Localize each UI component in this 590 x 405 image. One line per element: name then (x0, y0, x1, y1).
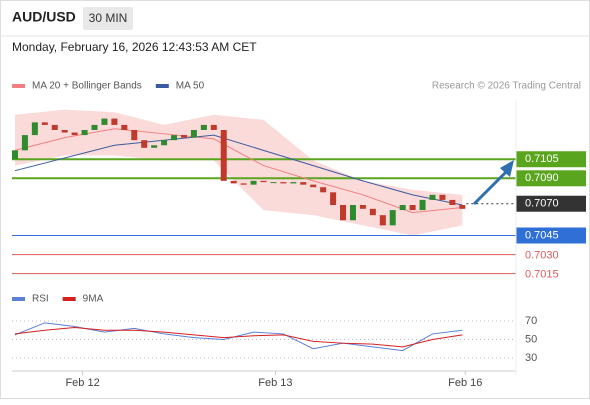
candle (210, 124, 217, 130)
candle (419, 199, 426, 211)
level-box (516, 227, 586, 244)
forecast-arrow (472, 168, 510, 206)
candle (190, 130, 197, 138)
legend-label: 9MA (83, 294, 104, 305)
candle (171, 135, 178, 141)
symbol: AUD/USD (12, 9, 76, 25)
legend-label: MA 50 (176, 81, 205, 92)
candle (21, 135, 28, 151)
candle (369, 208, 376, 216)
candle (101, 118, 108, 125)
x-tick-label: Feb 13 (258, 377, 292, 389)
level-label: 0.7105 (525, 153, 559, 165)
candle (41, 122, 48, 125)
legend-label: RSI (32, 294, 49, 305)
timeframe: 30 MIN (89, 11, 128, 25)
candle (459, 205, 466, 209)
candle (141, 140, 148, 148)
candle (379, 215, 386, 226)
candle (151, 145, 158, 148)
candle (399, 205, 406, 211)
bollinger-band (14, 109, 463, 236)
level-label: 0.7045 (525, 229, 559, 241)
candle (131, 130, 138, 141)
legend-swatch (12, 84, 25, 88)
y-tick-label: 50 (525, 333, 537, 345)
moving-average (14, 134, 463, 206)
x-tick-label: Feb 16 (448, 377, 482, 389)
candle (240, 183, 247, 185)
candle (250, 180, 257, 185)
level-label: 0.7090 (525, 172, 559, 184)
legend-label: MA 20 + Bollinger Bands (32, 81, 142, 92)
candle (449, 199, 456, 205)
candle (51, 124, 58, 130)
x-tick-label: Feb 12 (65, 377, 99, 389)
candle (270, 182, 277, 184)
level-box (516, 170, 586, 187)
candle (290, 182, 297, 184)
candle (220, 130, 227, 181)
credit: Research © 2026 Trading Central (432, 81, 581, 92)
candle (121, 124, 128, 130)
level-box (516, 151, 586, 168)
y-tick-label: 30 (525, 352, 537, 364)
candle (161, 140, 168, 146)
candle (11, 150, 18, 160)
arrow-head (500, 160, 514, 177)
candle (31, 122, 38, 136)
candle (230, 180, 237, 184)
candle (310, 184, 317, 188)
level-label: 0.7070 (525, 198, 559, 210)
level-label: 0.7030 (525, 249, 559, 261)
level-box (516, 195, 586, 212)
candle (359, 205, 366, 209)
level-label: 0.7015 (525, 269, 559, 281)
legend-swatch (62, 297, 76, 301)
candle (91, 124, 98, 130)
candle (200, 124, 207, 130)
candle (330, 192, 337, 205)
indicator-line (14, 326, 463, 348)
candle (71, 132, 78, 136)
candle (389, 210, 396, 226)
candle (349, 205, 356, 221)
legend-swatch (155, 84, 169, 88)
timestamp: Monday, February 16, 2026 12:43:53 AM CE… (12, 40, 257, 54)
candle (320, 187, 327, 193)
candle (439, 194, 446, 200)
timeframe-box (83, 7, 133, 30)
candle (81, 130, 88, 136)
candle (300, 182, 307, 185)
candle (340, 205, 347, 221)
candle (61, 130, 68, 133)
candle (180, 135, 187, 138)
candle (409, 205, 416, 211)
moving-average (14, 128, 463, 214)
candle (280, 182, 287, 184)
candle (111, 118, 118, 125)
legend-swatch (12, 297, 25, 301)
candle (429, 194, 436, 200)
candle (260, 180, 267, 183)
y-tick-label: 70 (525, 315, 537, 327)
